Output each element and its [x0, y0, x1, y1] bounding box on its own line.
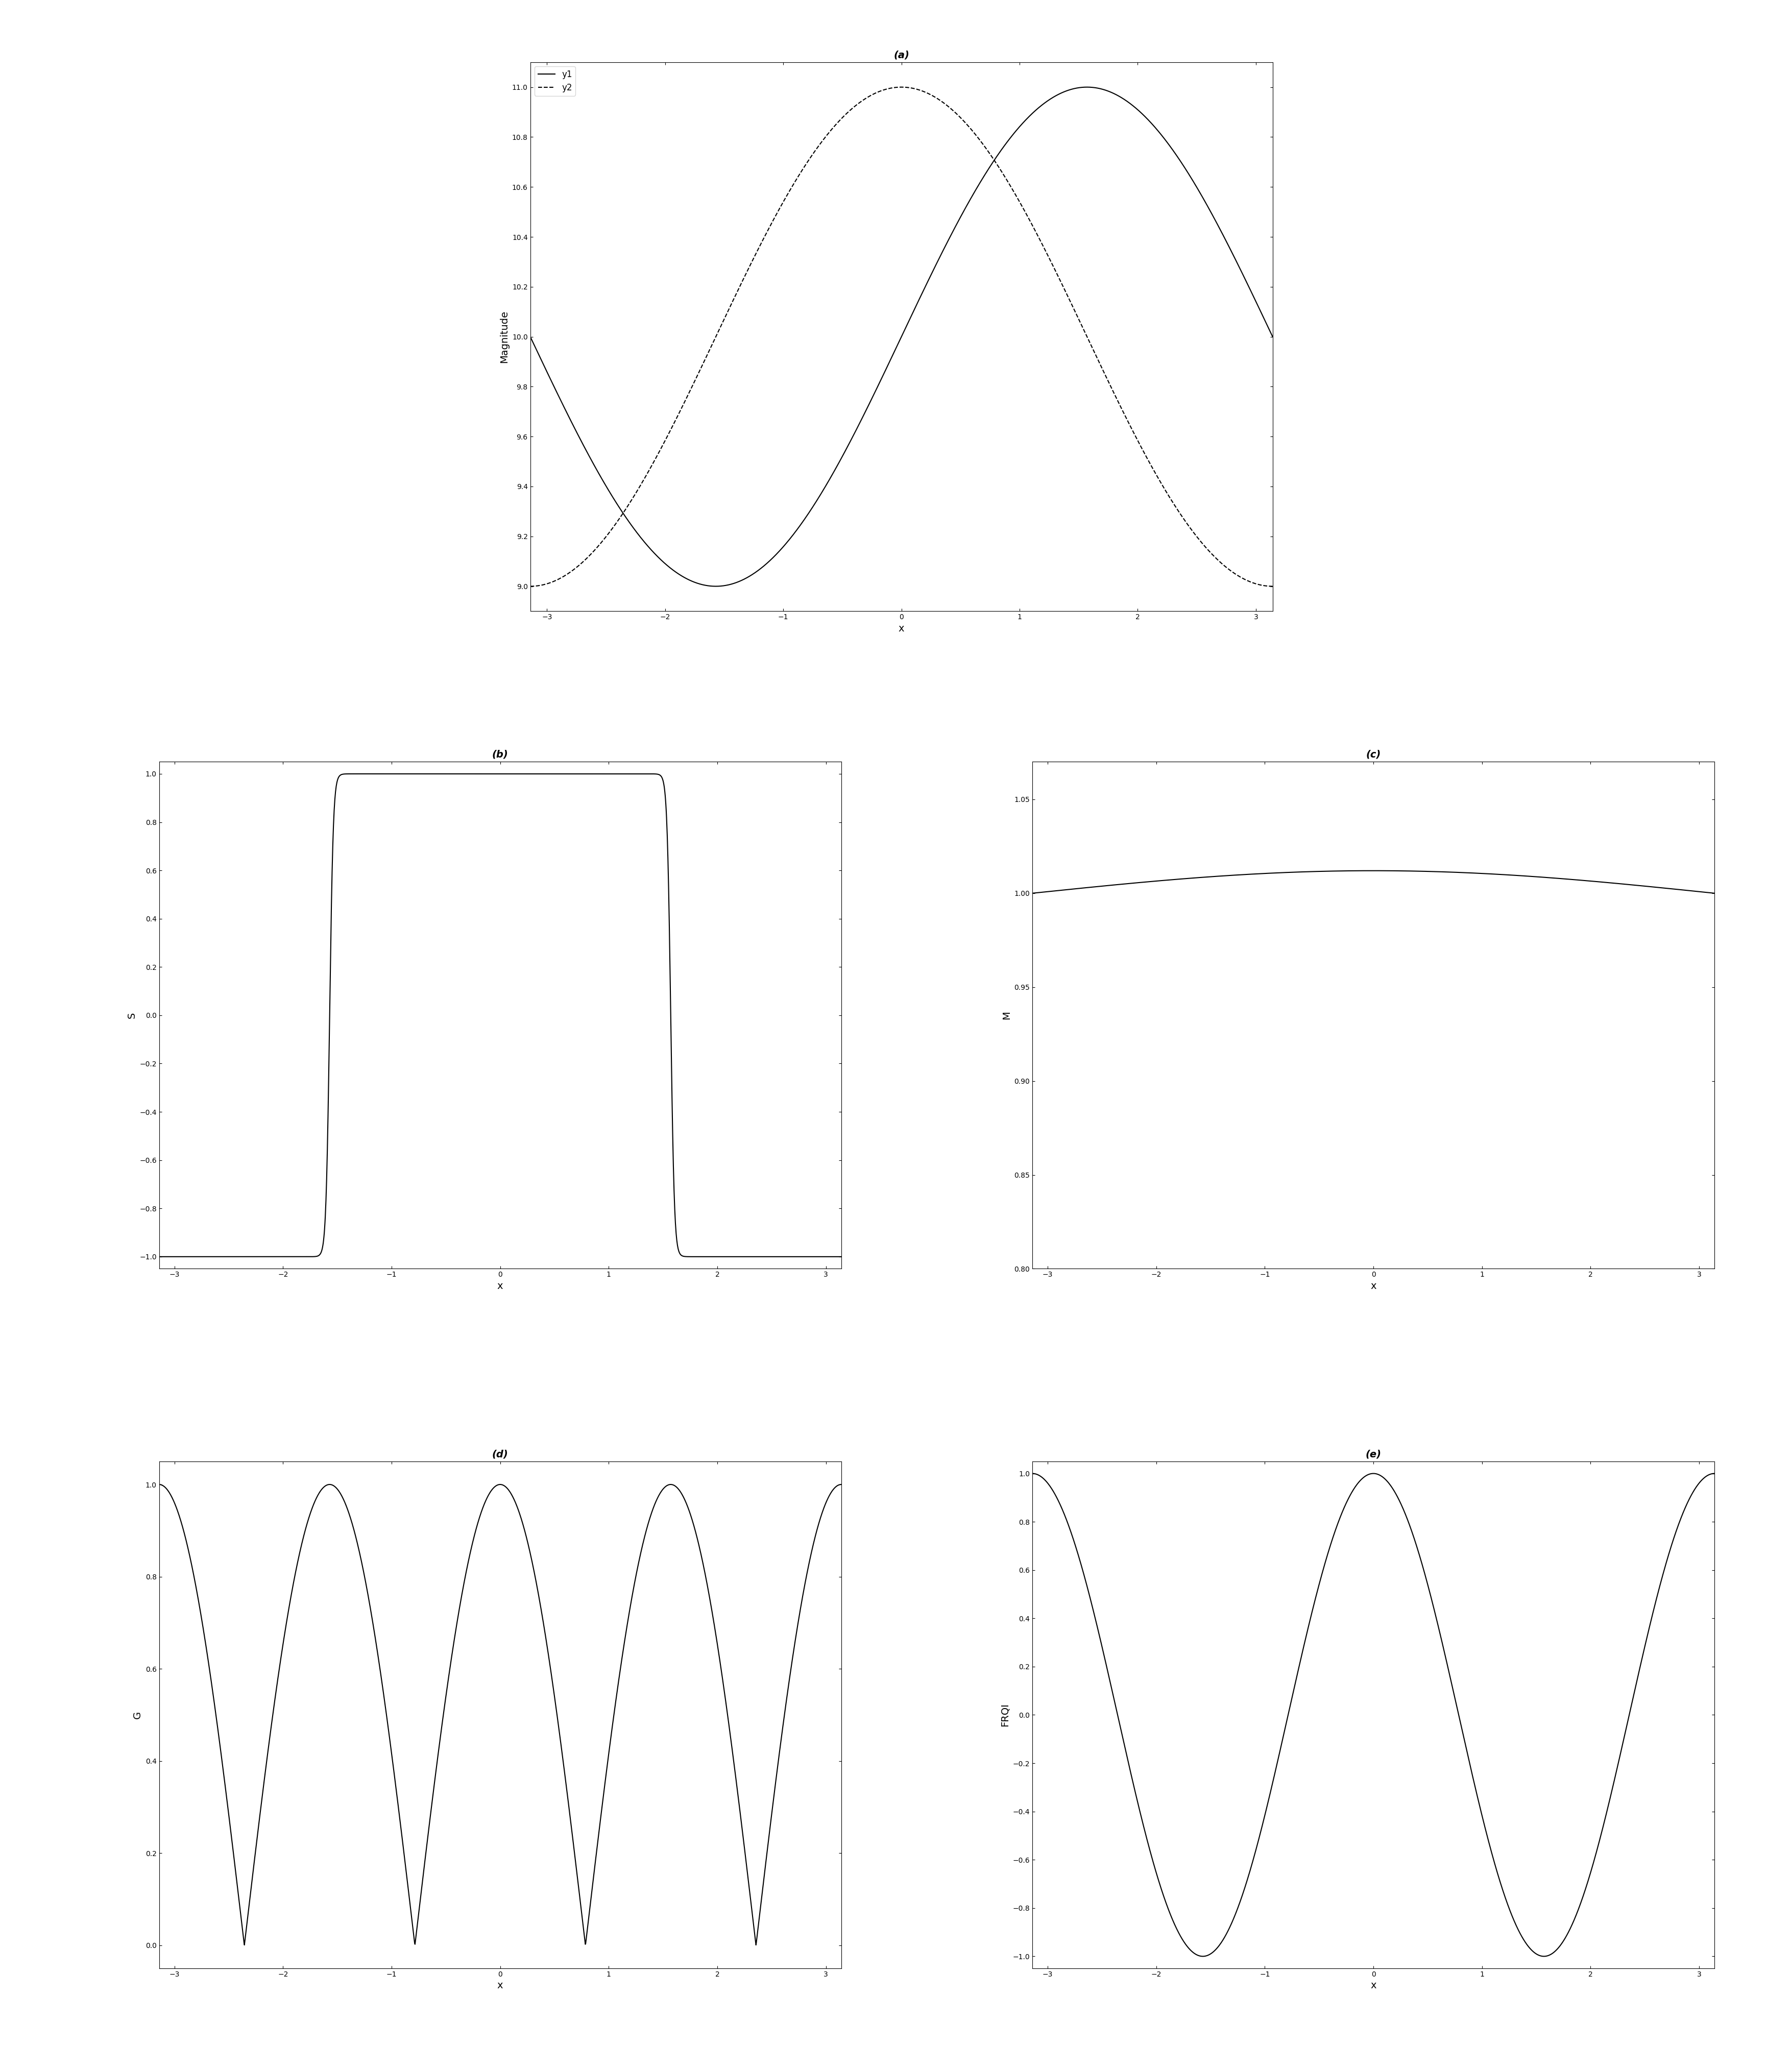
Title: (d): (d) [491, 1450, 509, 1459]
X-axis label: x: x [497, 1280, 504, 1291]
y2 [880, 75, 901, 99]
X-axis label: x: x [497, 1981, 504, 1991]
y1 [1076, 75, 1097, 99]
y2 [1104, 383, 1126, 408]
y1 [1104, 83, 1126, 108]
Y-axis label: S: S [127, 1011, 136, 1019]
y1 [557, 402, 578, 427]
y1 [705, 574, 726, 599]
Legend: y1, y2: y1, y2 [534, 66, 576, 95]
Title: (b): (b) [491, 750, 509, 760]
Title: (c): (c) [1366, 750, 1380, 760]
X-axis label: x: x [1369, 1981, 1376, 1991]
y1 [519, 325, 541, 350]
y1 [880, 346, 901, 371]
X-axis label: x: x [898, 624, 905, 634]
y2 [891, 75, 912, 99]
y2 [519, 574, 541, 599]
y1 [1262, 325, 1283, 350]
y2 [1240, 570, 1262, 595]
y1 [1240, 280, 1262, 305]
Y-axis label: Magnitude: Magnitude [500, 311, 509, 363]
Y-axis label: M: M [1002, 1011, 1011, 1019]
Y-axis label: FRQI: FRQI [1000, 1703, 1009, 1726]
y2 [557, 562, 578, 586]
Line: y2: y2 [530, 87, 1272, 586]
y2 [1240, 570, 1262, 595]
y1 [861, 385, 882, 410]
X-axis label: x: x [1369, 1280, 1376, 1291]
Line: y1: y1 [530, 87, 1272, 586]
Y-axis label: G: G [133, 1711, 143, 1720]
Title: (a): (a) [894, 50, 908, 60]
y2 [1262, 574, 1283, 599]
y2 [861, 83, 882, 108]
Title: (e): (e) [1366, 1450, 1380, 1459]
y1 [1240, 280, 1262, 305]
